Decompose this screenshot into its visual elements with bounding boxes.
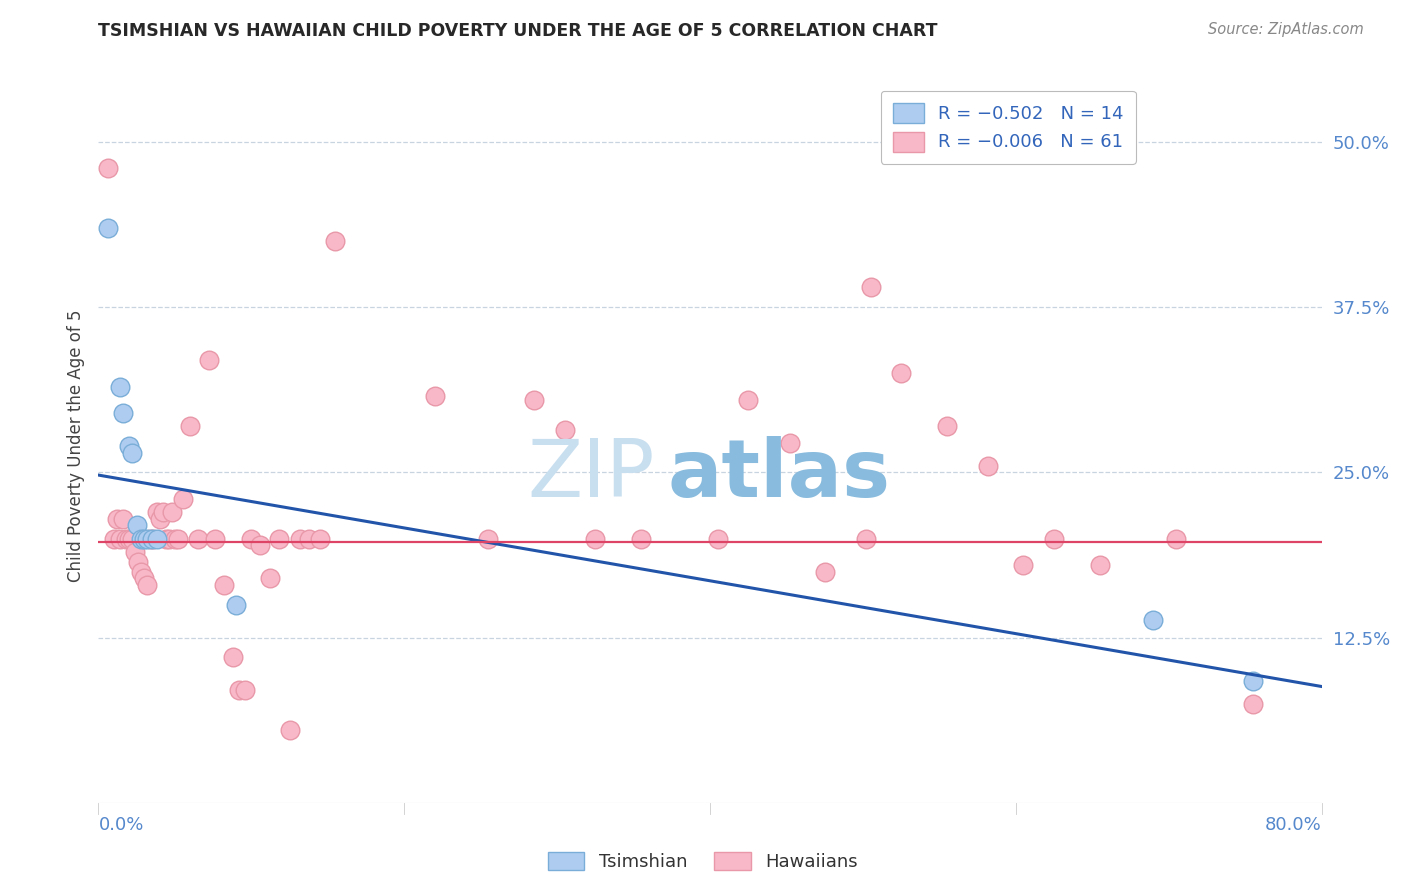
Point xyxy=(129,532,152,546)
Point xyxy=(134,571,156,585)
Point xyxy=(477,532,499,546)
Point xyxy=(423,389,446,403)
Point xyxy=(267,532,290,546)
Text: 0.0%: 0.0% xyxy=(98,816,143,834)
Point xyxy=(136,532,159,546)
Point xyxy=(977,458,1000,473)
Point xyxy=(134,532,156,546)
Point xyxy=(163,532,186,546)
Point xyxy=(108,532,131,546)
Point xyxy=(325,234,347,248)
Legend: R = −0.502   N = 14, R = −0.006   N = 61: R = −0.502 N = 14, R = −0.006 N = 61 xyxy=(880,91,1136,164)
Point xyxy=(225,598,247,612)
Point xyxy=(1241,697,1264,711)
Point xyxy=(121,532,143,546)
Point xyxy=(127,555,149,569)
Point xyxy=(523,392,546,407)
Point xyxy=(111,511,134,525)
Point xyxy=(136,578,159,592)
Point xyxy=(706,532,728,546)
Point xyxy=(936,419,959,434)
Point xyxy=(278,723,301,738)
Point xyxy=(141,532,163,546)
Point xyxy=(172,491,194,506)
Point xyxy=(1088,558,1111,572)
Text: Source: ZipAtlas.com: Source: ZipAtlas.com xyxy=(1208,22,1364,37)
Text: atlas: atlas xyxy=(668,435,890,514)
Point xyxy=(583,532,606,546)
Point xyxy=(240,532,263,546)
Point xyxy=(152,505,174,519)
Point xyxy=(212,578,235,592)
Point xyxy=(124,545,146,559)
Point xyxy=(554,423,576,437)
Point xyxy=(160,505,183,519)
Y-axis label: Child Poverty Under the Age of 5: Child Poverty Under the Age of 5 xyxy=(66,310,84,582)
Point xyxy=(859,280,882,294)
Point xyxy=(167,532,190,546)
Text: ZIP: ZIP xyxy=(527,435,655,514)
Point xyxy=(204,532,226,546)
Point xyxy=(197,353,219,368)
Point xyxy=(105,511,128,525)
Point xyxy=(233,683,256,698)
Point xyxy=(298,532,321,546)
Point xyxy=(855,532,877,546)
Point xyxy=(179,419,201,434)
Text: TSIMSHIAN VS HAWAIIAN CHILD POVERTY UNDER THE AGE OF 5 CORRELATION CHART: TSIMSHIAN VS HAWAIIAN CHILD POVERTY UNDE… xyxy=(98,22,938,40)
Point xyxy=(115,532,138,546)
Point xyxy=(103,532,125,546)
Point xyxy=(118,532,141,546)
Point xyxy=(155,532,177,546)
Point xyxy=(1166,532,1188,546)
Point xyxy=(249,538,271,552)
Point xyxy=(630,532,652,546)
Point xyxy=(145,532,167,546)
Point xyxy=(157,532,180,546)
Point xyxy=(222,650,245,665)
Point xyxy=(290,532,312,546)
Point xyxy=(1142,614,1164,628)
Point xyxy=(129,565,152,579)
Point xyxy=(139,532,162,546)
Point xyxy=(121,445,143,459)
Point xyxy=(1241,674,1264,689)
Point xyxy=(187,532,209,546)
Point xyxy=(145,505,167,519)
Point xyxy=(737,392,759,407)
Point xyxy=(1043,532,1066,546)
Point xyxy=(118,439,141,453)
Point xyxy=(309,532,332,546)
Legend: Tsimshian, Hawaiians: Tsimshian, Hawaiians xyxy=(541,845,865,879)
Point xyxy=(1012,558,1035,572)
Point xyxy=(97,221,120,235)
Point xyxy=(149,511,172,525)
Point xyxy=(111,406,134,420)
Point xyxy=(108,379,131,393)
Point xyxy=(142,532,165,546)
Text: 80.0%: 80.0% xyxy=(1265,816,1322,834)
Point xyxy=(97,161,120,176)
Point xyxy=(890,367,912,381)
Point xyxy=(779,436,801,450)
Point xyxy=(228,683,250,698)
Point xyxy=(814,565,837,579)
Point xyxy=(259,571,281,585)
Point xyxy=(125,518,148,533)
